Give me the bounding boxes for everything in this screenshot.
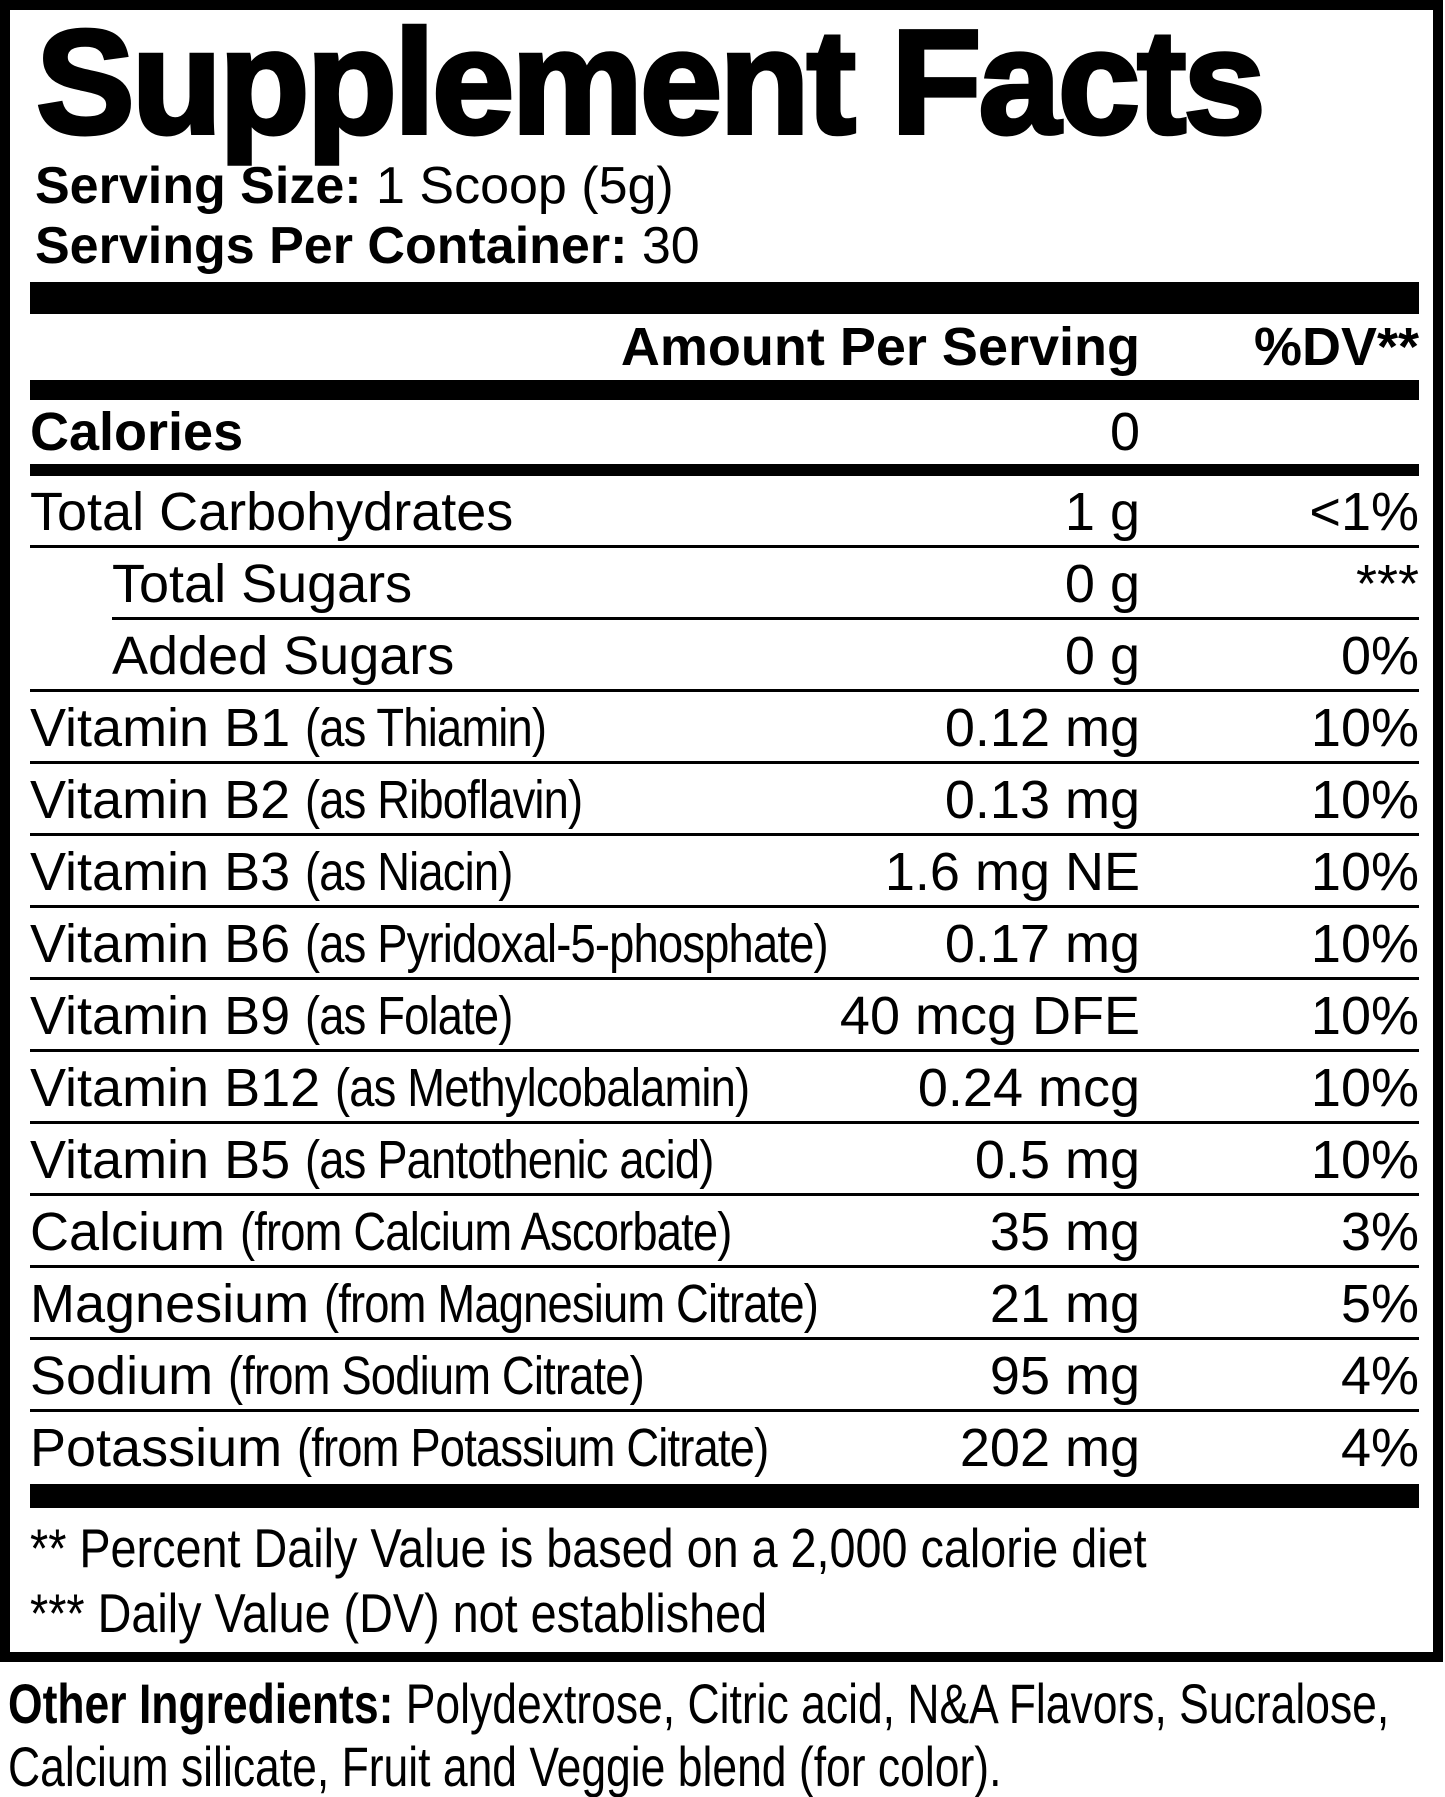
nutrient-dv: 5% — [1340, 1274, 1419, 1334]
nutrient-name: Vitamin B12 (as Methylcobalamin) — [30, 1058, 750, 1118]
table-row: Potassium (from Potassium Citrate) 202 mg… — [30, 1412, 1419, 1484]
nutrient-amount: 21 mg — [989, 1274, 1140, 1334]
nutrient-name: Calcium (from Calcium Ascorbate) — [30, 1202, 732, 1262]
calories-amount: 0 — [1109, 402, 1140, 462]
serving-size-line: Serving Size: 1 Scoop (5g) — [35, 156, 1419, 216]
nutrient-amount: 1.6 mg NE — [884, 842, 1140, 902]
nutrient-dv: 10% — [1310, 1058, 1419, 1118]
nutrient-dv: 10% — [1310, 1130, 1419, 1190]
servings-per-container-label: Servings Per Container: — [35, 217, 628, 275]
nutrient-source-detail: (as Pyridoxal-5-phosphate) — [305, 914, 829, 974]
nutrient-source-detail: (from Magnesium Citrate) — [324, 1274, 819, 1334]
nutrient-dv: 4% — [1340, 1418, 1419, 1478]
nutrient-amount: 95 mg — [989, 1346, 1140, 1406]
nutrient-source-detail: (as Methylcobalamin) — [335, 1058, 750, 1118]
nutrient-dv: 10% — [1310, 698, 1419, 758]
nutrient-name: Total Sugars — [112, 554, 413, 614]
nutrient-source-detail: (from Sodium Citrate) — [228, 1346, 645, 1406]
nutrient-dv: 10% — [1310, 914, 1419, 974]
nutrient-amount: 35 mg — [989, 1202, 1140, 1262]
nutrient-source-detail: (as Riboflavin) — [305, 770, 583, 830]
nutrient-source-detail: (as Niacin) — [305, 842, 513, 902]
table-row: Sodium (from Sodium Citrate) 95 mg 4% — [30, 1340, 1419, 1412]
table-row: Vitamin B3 (as Niacin) 1.6 mg NE 10% — [30, 836, 1419, 908]
nutrient-source-detail: (from Potassium Citrate) — [297, 1418, 769, 1478]
table-row: Vitamin B12 (as Methylcobalamin) 0.24 mcg… — [30, 1052, 1419, 1124]
supplement-facts-title: Supplement Facts — [34, 0, 1268, 165]
nutrient-amount: 0.12 mg — [944, 698, 1140, 758]
thick-divider-header — [30, 380, 1419, 400]
nutrient-amount: 202 mg — [959, 1418, 1140, 1478]
nutrient-name: Vitamin B2 (as Riboflavin) — [30, 770, 583, 830]
nutrient-source-detail: (as Pantothenic acid) — [305, 1130, 714, 1190]
nutrient-amount: 0 g — [1064, 554, 1140, 614]
nutrient-source-detail: (as Thiamin) — [305, 698, 547, 758]
table-row: Total Sugars 0 g *** — [30, 548, 1419, 620]
calories-row: Calories 0 — [30, 400, 1419, 464]
nutrient-dv: 3% — [1340, 1202, 1419, 1262]
nutrient-dv: 10% — [1310, 842, 1419, 902]
nutrient-name: Vitamin B1 (as Thiamin) — [30, 698, 547, 758]
nutrient-dv: *** — [1355, 554, 1419, 614]
thick-divider-top — [30, 282, 1419, 314]
calories-label: Calories — [30, 402, 244, 462]
table-row: Vitamin B6 (as Pyridoxal-5-phosphate) 0.1… — [30, 908, 1419, 980]
nutrient-name: Vitamin B5 (as Pantothenic acid) — [30, 1130, 714, 1190]
nutrient-name: Total Carbohydrates — [30, 482, 514, 542]
nutrient-amount: 0.13 mg — [944, 770, 1140, 830]
table-row: Calcium (from Calcium Ascorbate) 35 mg 3% — [30, 1196, 1419, 1268]
servings-per-container-value: 30 — [641, 217, 700, 275]
nutrient-source-detail: (from Calcium Ascorbate) — [240, 1202, 732, 1262]
table-row: Vitamin B9 (as Folate) 40 mcg DFE 10% — [30, 980, 1419, 1052]
nutrient-name: Magnesium (from Magnesium Citrate) — [30, 1274, 819, 1334]
table-row: Total Carbohydrates 1 g <1% — [30, 476, 1419, 548]
nutrient-dv: 4% — [1340, 1346, 1419, 1406]
other-ingredients-label: Other Ingredients: — [8, 1672, 394, 1735]
other-ingredients: Other Ingredients: Polydextrose, Citric … — [8, 1672, 1445, 1797]
nutrient-name: Sodium (from Sodium Citrate) — [30, 1346, 645, 1406]
amount-per-serving-header: Amount Per Serving — [620, 317, 1140, 377]
table-row: Vitamin B5 (as Pantothenic acid) 0.5 mg 10… — [30, 1124, 1419, 1196]
table-row: Magnesium (from Magnesium Citrate) 21 mg 5… — [30, 1268, 1419, 1340]
nutrient-name: Vitamin B3 (as Niacin) — [30, 842, 514, 902]
serving-size-label: Serving Size: — [35, 157, 362, 215]
other-ingredients-value: Polydextrose, Citric acid, N&A Flavors, … — [8, 1672, 1390, 1797]
nutrient-amount: 0.5 mg — [974, 1130, 1140, 1190]
serving-info: Serving Size: 1 Scoop (5g) Servings Per … — [35, 156, 1419, 276]
table-row: Vitamin B1 (as Thiamin) 0.12 mg 10% — [30, 692, 1419, 764]
nutrient-dv: 10% — [1310, 770, 1419, 830]
nutrient-table: Total Carbohydrates 1 g <1% Total Sugars 0 g… — [30, 476, 1419, 1484]
nutrient-amount: 0 g — [1064, 626, 1140, 686]
nutrient-amount: 0.17 mg — [944, 914, 1140, 974]
column-header-row: Amount Per Serving %DV** — [30, 314, 1419, 380]
thick-divider-bottom — [30, 1484, 1419, 1508]
nutrient-name: Vitamin B9 (as Folate) — [30, 986, 514, 1046]
nutrient-amount: 0.24 mcg — [917, 1058, 1140, 1118]
nutrient-name: Added Sugars — [112, 626, 455, 686]
nutrient-name: Vitamin B6 (as Pyridoxal-5-phosphate) — [30, 914, 829, 974]
footnotes: ** Percent Daily Value is based on a 2,0… — [30, 1508, 1419, 1652]
medium-divider-calories — [30, 464, 1419, 476]
nutrient-amount: 40 mcg DFE — [839, 986, 1140, 1046]
dv-header: %DV** — [1253, 317, 1419, 377]
serving-size-value: 1 Scoop (5g) — [376, 157, 674, 215]
table-row: Added Sugars 0 g 0% — [30, 620, 1419, 692]
nutrient-source-detail: (as Folate) — [305, 986, 513, 1046]
nutrient-name: Potassium (from Potassium Citrate) — [30, 1418, 769, 1478]
nutrient-amount: 1 g — [1064, 482, 1140, 542]
nutrient-dv: 0% — [1340, 626, 1419, 686]
nutrient-dv: <1% — [1309, 482, 1419, 542]
supplement-facts-panel: Supplement Facts Serving Size: 1 Scoop (… — [0, 0, 1443, 1662]
nutrient-dv: 10% — [1310, 986, 1419, 1046]
table-row: Vitamin B2 (as Riboflavin) 0.13 mg 10% — [30, 764, 1419, 836]
servings-per-container-line: Servings Per Container: 30 — [35, 216, 1419, 276]
footnote-dv-not-established: *** Daily Value (DV) not established — [30, 1582, 768, 1644]
footnote-dv-basis: ** Percent Daily Value is based on a 2,0… — [30, 1517, 1147, 1579]
